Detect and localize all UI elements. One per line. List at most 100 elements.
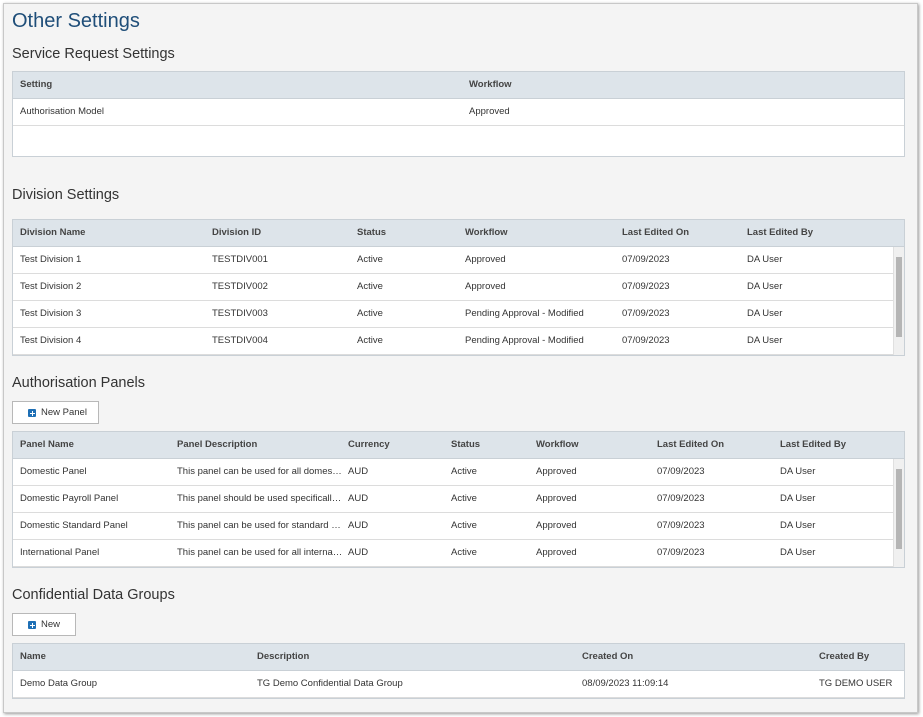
table-cell: Test Division 2 [20, 281, 82, 292]
table-header: Panel Name Panel Description Currency Statu… [13, 432, 904, 459]
table-cell: 07/09/2023 [657, 493, 705, 504]
table-cell: Approved [469, 106, 510, 117]
table-cell: 07/09/2023 [657, 547, 705, 558]
table-cell: TESTDIV004 [212, 335, 268, 346]
table-cell: Domestic Payroll Panel [20, 493, 119, 504]
table-cell: Approved [465, 281, 506, 292]
column-header: Status [357, 227, 387, 238]
scrollbar[interactable] [893, 247, 904, 355]
column-header: Description [257, 651, 310, 662]
table-cell: Test Division 3 [20, 308, 82, 319]
table-cell: This panel can be used for standard … [177, 520, 341, 531]
table-header: Setting Workflow [13, 72, 904, 99]
column-header: Setting [20, 79, 53, 90]
table-cell: Test Division 4 [20, 335, 82, 346]
column-header: Workflow [536, 439, 579, 450]
column-header: Division ID [212, 227, 262, 238]
table-cell: Active [451, 520, 477, 531]
table-cell: AUD [348, 520, 369, 531]
page-title: Other Settings [12, 10, 140, 32]
table-cell: This panel can be used for all domes… [177, 466, 342, 477]
table-cell: Approved [536, 547, 577, 558]
table-cell: TG DEMO USER [819, 678, 893, 689]
table-cell: DA User [780, 493, 816, 504]
scrollbar-thumb[interactable] [896, 257, 902, 337]
table-row[interactable]: Authorisation Model Approved [13, 99, 904, 126]
column-header: Last Edited On [657, 439, 725, 450]
table-cell: DA User [747, 308, 783, 319]
table-cell: International Panel [20, 547, 100, 558]
new-panel-button[interactable]: New Panel [12, 401, 99, 424]
table-header: Name Description Created On Created By [13, 644, 904, 671]
table-cell: DA User [747, 254, 783, 265]
table-cell: TG Demo Confidential Data Group [257, 678, 403, 689]
column-header: Panel Description [177, 439, 258, 450]
table-cell: Active [451, 493, 477, 504]
table: Name Description Created On Created By Demo … [12, 643, 905, 699]
table-cell: DA User [747, 335, 783, 346]
table-empty-area [13, 126, 904, 156]
button-label: New Panel [41, 407, 87, 418]
section-title: Confidential Data Groups [12, 587, 175, 603]
table-cell: Approved [536, 520, 577, 531]
column-header: Name [20, 651, 46, 662]
table-cell: Approved [536, 493, 577, 504]
button-label: New [41, 619, 61, 630]
scrollbar[interactable] [893, 459, 904, 567]
table-row[interactable]: Domestic Standard Panel This panel can be… [13, 513, 894, 540]
table-cell: DA User [780, 466, 816, 477]
table-row[interactable]: Demo Data Group TG Demo Confidential Data… [13, 671, 904, 698]
table-cell: 07/09/2023 [657, 466, 705, 477]
column-header: Last Edited By [780, 439, 846, 450]
table-cell: Active [357, 281, 383, 292]
table-row[interactable]: Test Division 1 TESTDIV001 Active Approved 0… [13, 247, 894, 274]
table-row[interactable]: Test Division 2 TESTDIV002 Active Approved 0… [13, 274, 894, 301]
table-cell: Active [357, 335, 383, 346]
new-button[interactable]: New [12, 613, 76, 636]
table-cell: AUD [348, 466, 369, 477]
table-cell: 07/09/2023 [657, 520, 705, 531]
column-header: Division Name [20, 227, 86, 238]
table-cell: Approved [465, 254, 506, 265]
section-title: Authorisation Panels [12, 375, 145, 391]
table-cell: Domestic Standard Panel [20, 520, 128, 531]
table-cell: Pending Approval - Modified [465, 308, 584, 319]
table-cell: Test Division 1 [20, 254, 82, 265]
table-cell: 07/09/2023 [622, 254, 670, 265]
column-header: Workflow [465, 227, 508, 238]
table: Division Name Division ID Status Workflow La… [12, 219, 905, 356]
table: Panel Name Panel Description Currency Statu… [12, 431, 905, 568]
table-cell: TESTDIV002 [212, 281, 268, 292]
table-row[interactable]: International Panel This panel can be use… [13, 540, 894, 567]
table-cell: Active [357, 308, 383, 319]
table-cell: This panel can be used for all interna… [177, 547, 343, 558]
section-title: Division Settings [12, 187, 120, 203]
table-header: Division Name Division ID Status Workflow La… [13, 220, 904, 247]
column-header: Last Edited By [747, 227, 813, 238]
column-header: Currency [348, 439, 390, 450]
column-header: Last Edited On [622, 227, 690, 238]
page: Other Settings Service Request Settings … [3, 3, 918, 713]
table-row[interactable]: Domestic Payroll Panel This panel should … [13, 486, 894, 513]
column-header: Status [451, 439, 481, 450]
table-row[interactable]: Domestic Panel This panel can be used for… [13, 459, 894, 486]
table-cell: Active [451, 547, 477, 558]
table-cell: 07/09/2023 [622, 281, 670, 292]
table-cell: TESTDIV003 [212, 308, 268, 319]
column-header: Panel Name [20, 439, 74, 450]
table-row[interactable]: Test Division 4 TESTDIV004 Active Pending A… [13, 328, 894, 355]
table-cell: Demo Data Group [20, 678, 98, 689]
table-cell: AUD [348, 493, 369, 504]
column-header: Created On [582, 651, 634, 662]
table: Setting Workflow Authorisation Model Approv… [12, 71, 905, 157]
table-cell: Active [357, 254, 383, 265]
table-cell: Domestic Panel [20, 466, 87, 477]
table-cell: DA User [747, 281, 783, 292]
table-cell: 07/09/2023 [622, 308, 670, 319]
column-header: Workflow [469, 79, 512, 90]
table-cell: TESTDIV001 [212, 254, 268, 265]
scrollbar-thumb[interactable] [896, 469, 902, 549]
table-cell: DA User [780, 520, 816, 531]
table-cell: Active [451, 466, 477, 477]
table-row[interactable]: Test Division 3 TESTDIV003 Active Pending A… [13, 301, 894, 328]
